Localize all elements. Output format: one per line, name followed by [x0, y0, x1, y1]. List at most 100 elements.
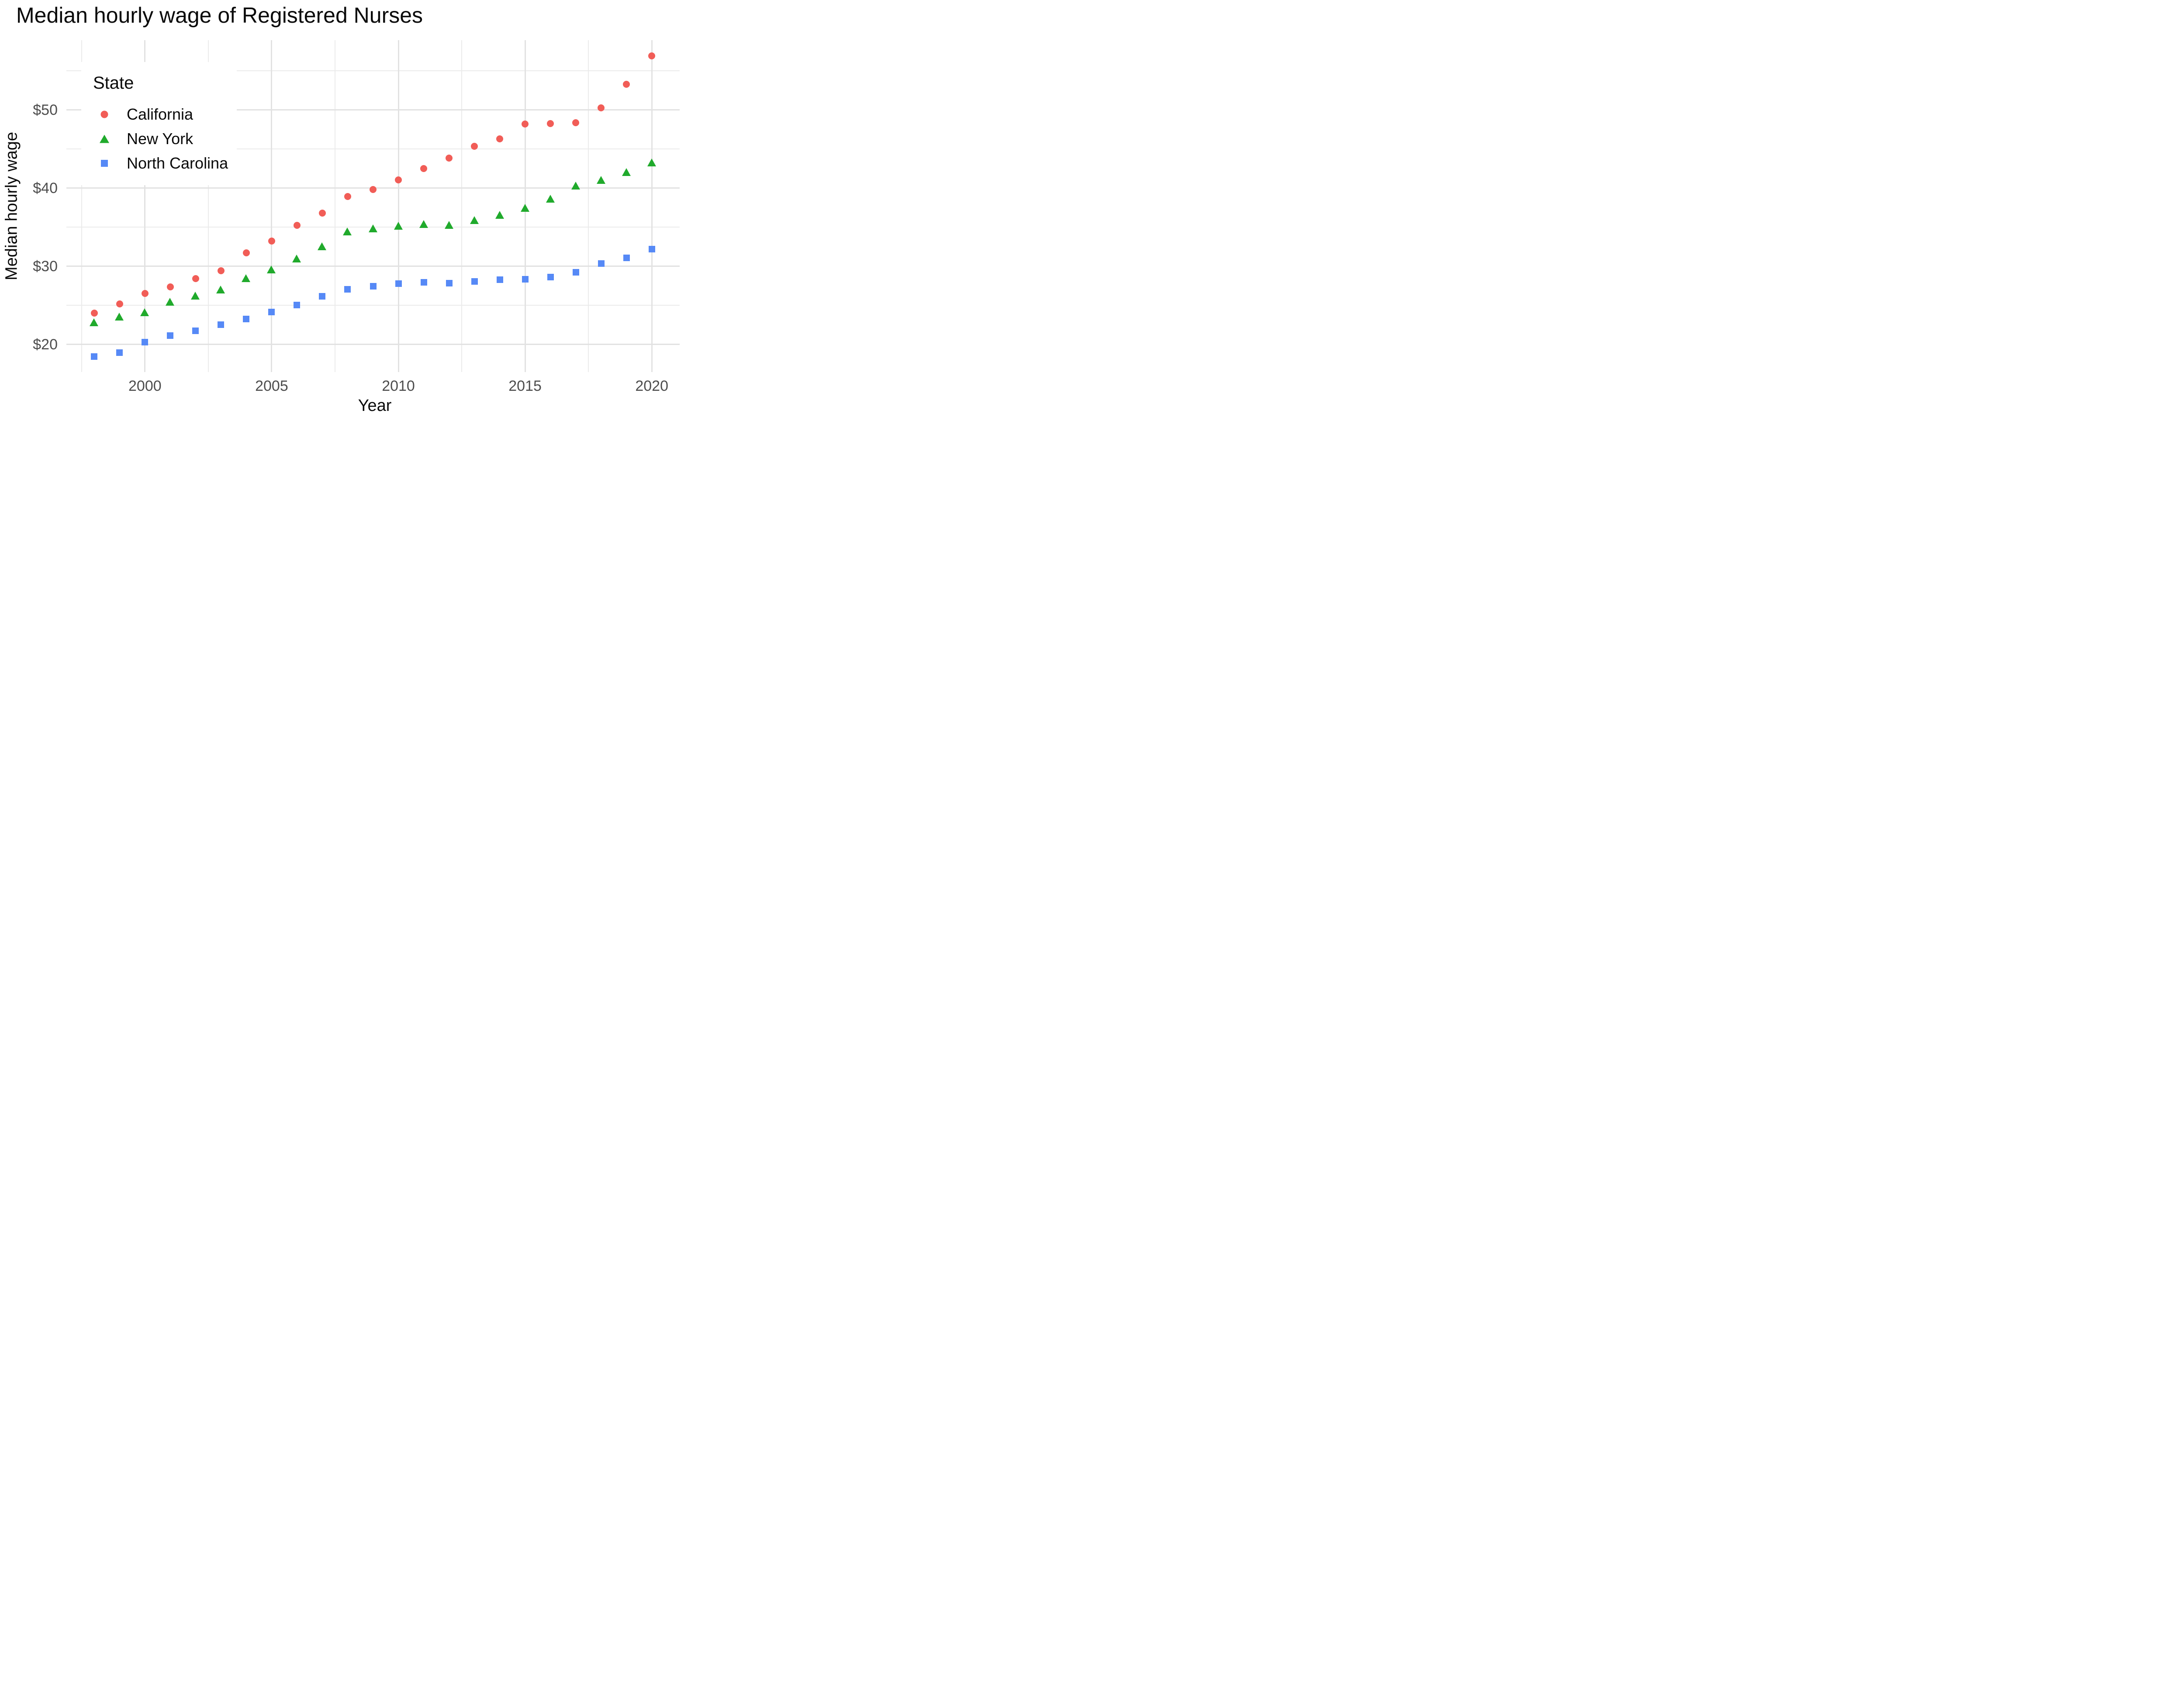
- point-california: [166, 283, 174, 291]
- legend-item-north-carolina: North Carolina: [81, 151, 237, 176]
- point-new-york: [318, 242, 327, 250]
- point-north-carolina: [547, 274, 554, 281]
- point-new-york: [216, 285, 225, 293]
- point-north-carolina: [572, 269, 579, 276]
- point-california: [496, 135, 504, 143]
- point-north-carolina: [395, 280, 402, 287]
- point-new-york: [470, 216, 479, 224]
- point-north-carolina: [370, 283, 377, 290]
- point-north-carolina: [218, 321, 225, 328]
- point-california: [293, 221, 301, 229]
- legend-item-california: California: [81, 102, 237, 127]
- point-north-carolina: [598, 260, 605, 267]
- point-north-carolina: [294, 301, 301, 308]
- point-new-york: [444, 221, 453, 229]
- v-gridline-minor: [461, 40, 463, 372]
- point-new-york: [368, 224, 377, 233]
- point-california: [648, 52, 656, 60]
- chart-canvas: Median hourly wage of Registered Nurses …: [0, 0, 688, 425]
- point-california: [446, 154, 453, 162]
- point-california: [90, 310, 98, 317]
- y-tick-label: $30: [33, 258, 58, 275]
- v-gridline-minor: [81, 40, 82, 372]
- point-new-york: [571, 181, 580, 190]
- legend-marker-triangle-icon: [100, 134, 109, 143]
- point-new-york: [647, 158, 656, 166]
- point-north-carolina: [268, 309, 275, 316]
- point-north-carolina: [446, 279, 453, 286]
- point-california: [192, 275, 199, 283]
- point-new-york: [242, 274, 251, 282]
- legend-item-label: New York: [127, 130, 194, 148]
- h-gridline-minor: [66, 305, 680, 306]
- point-new-york: [495, 210, 504, 219]
- v-gridline-major: [397, 40, 399, 372]
- point-north-carolina: [142, 339, 149, 346]
- point-california: [623, 81, 630, 88]
- x-tick-label: 2005: [255, 378, 288, 394]
- point-new-york: [166, 298, 175, 306]
- h-gridline-major: [66, 109, 680, 111]
- point-new-york: [419, 220, 428, 228]
- point-california: [471, 142, 478, 150]
- point-new-york: [267, 265, 276, 273]
- point-california: [395, 176, 402, 183]
- point-new-york: [546, 194, 555, 203]
- h-gridline-major: [66, 266, 680, 267]
- point-north-carolina: [319, 293, 326, 300]
- point-california: [344, 193, 351, 200]
- v-gridline-major: [144, 40, 146, 372]
- point-new-york: [622, 168, 631, 176]
- point-north-carolina: [496, 276, 503, 283]
- legend-marker-square-icon: [101, 160, 108, 167]
- h-gridline-major: [66, 344, 680, 345]
- point-california: [268, 237, 275, 245]
- point-california: [141, 290, 149, 297]
- x-tick-label: 2010: [382, 378, 415, 394]
- point-new-york: [394, 222, 403, 230]
- point-new-york: [596, 176, 605, 184]
- point-california: [242, 249, 250, 257]
- h-gridline-minor: [66, 70, 680, 72]
- x-axis-title: Year: [358, 397, 392, 415]
- x-tick-label: 2015: [508, 378, 542, 394]
- point-california: [420, 165, 428, 172]
- point-new-york: [343, 228, 352, 236]
- legend-item-label: California: [127, 105, 194, 123]
- point-california: [547, 120, 554, 128]
- point-north-carolina: [522, 276, 529, 283]
- point-california: [572, 119, 580, 126]
- point-california: [370, 186, 377, 193]
- point-north-carolina: [648, 245, 655, 252]
- point-north-carolina: [471, 278, 478, 285]
- point-california: [217, 267, 225, 275]
- point-new-york: [520, 203, 529, 212]
- x-tick-label: 2020: [635, 378, 668, 394]
- point-new-york: [191, 291, 200, 300]
- legend-marker-circle-icon: [100, 110, 108, 118]
- legend-item-new-york: New York: [81, 127, 237, 151]
- v-gridline-major: [271, 40, 273, 372]
- point-north-carolina: [243, 315, 250, 322]
- point-california: [116, 300, 123, 307]
- h-gridline-minor: [66, 148, 680, 150]
- point-new-york: [90, 318, 99, 327]
- legend-item-label: North Carolina: [127, 154, 228, 172]
- y-tick-label: $20: [33, 336, 58, 353]
- y-tick-label: $40: [33, 179, 58, 197]
- legend-title: State: [93, 73, 134, 93]
- point-new-york: [115, 312, 124, 321]
- y-tick-label: $50: [33, 101, 58, 118]
- x-tick-label: 2000: [128, 378, 162, 394]
- legend: State California New York North Carolina: [81, 62, 237, 185]
- point-north-carolina: [623, 255, 630, 262]
- chart-title: Median hourly wage of Registered Nurses: [16, 3, 423, 28]
- point-new-york: [140, 308, 149, 316]
- point-north-carolina: [192, 328, 199, 334]
- point-new-york: [292, 255, 301, 263]
- v-gridline-minor: [588, 40, 589, 372]
- point-north-carolina: [91, 353, 98, 360]
- point-california: [598, 104, 605, 112]
- point-california: [318, 209, 326, 217]
- point-north-carolina: [116, 349, 123, 356]
